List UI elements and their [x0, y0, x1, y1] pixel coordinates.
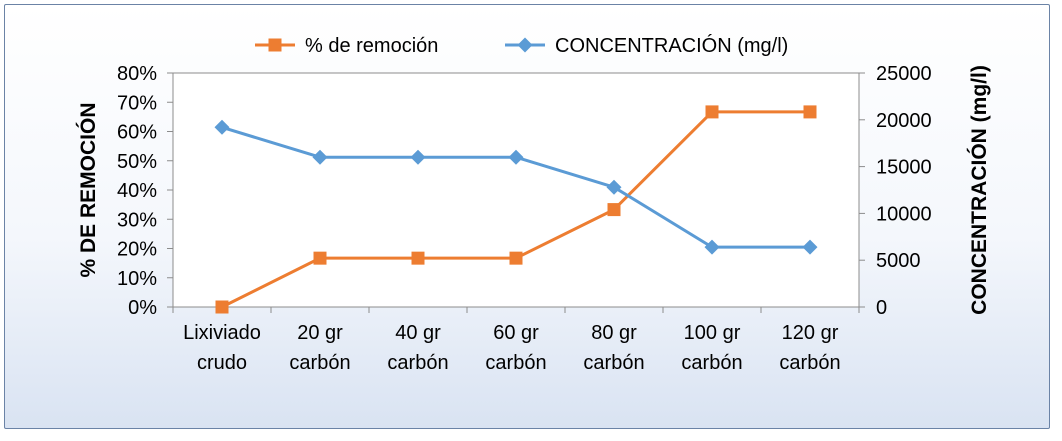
- left-axis-ticks: 0% 10% 20% 30% 40% 50% 60% 70% 80%: [117, 63, 173, 319]
- left-tick-label: 30%: [117, 209, 157, 231]
- series-point-1: [508, 149, 524, 165]
- x-tick-label: 60 gr carbón: [485, 322, 546, 374]
- series-point-1: [312, 149, 328, 165]
- series-point-0: [803, 105, 817, 119]
- legend-marker-0: [268, 38, 282, 52]
- right-tick-label: 10000: [876, 203, 932, 225]
- series-point-1: [410, 149, 426, 165]
- left-tick-label: 50%: [117, 151, 157, 173]
- chart-frame: % de remoción CONCENTRACIÓN (mg/l) 0% 10% 2…: [4, 4, 1050, 429]
- x-axis-ticks: Lixiviado crudo 20 gr carbón 40 gr carbón 60 g…: [172, 307, 860, 374]
- series-point-0: [411, 251, 425, 265]
- x-tick-label: 20 gr carbón: [289, 322, 350, 374]
- left-tick-label: 20%: [117, 239, 157, 261]
- right-tick-label: 20000: [876, 110, 932, 132]
- x-tick-label: 120 gr carbón: [779, 322, 840, 374]
- legend-marker-1: [517, 37, 533, 53]
- x-tick-label: 80 gr carbón: [583, 322, 644, 374]
- left-tick-label: 60%: [117, 122, 157, 144]
- series-layer: [214, 105, 818, 314]
- legend-label-1: CONCENTRACIÓN (mg/l): [555, 34, 788, 57]
- right-tick-label: 5000: [876, 250, 921, 272]
- series-point-0: [705, 105, 719, 119]
- series-point-1: [606, 179, 622, 195]
- series-point-0: [509, 251, 523, 265]
- right-axis-ticks: 0 5000 10000 15000 20000 25000: [859, 63, 932, 319]
- right-tick-label: 15000: [876, 157, 932, 179]
- x-tick-label: 100 gr carbón: [681, 322, 742, 374]
- right-axis-title: CONCENTRACIÓN (mg/l): [967, 65, 991, 315]
- legend-label-0: % de remoción: [305, 35, 438, 57]
- series-point-1: [214, 119, 230, 135]
- series-point-1: [704, 239, 720, 255]
- legend: % de remoción CONCENTRACIÓN (mg/l): [255, 34, 788, 57]
- series-point-0: [215, 300, 229, 314]
- left-tick-label: 10%: [117, 268, 157, 290]
- plot-area: [172, 72, 860, 308]
- right-tick-label: 0: [876, 297, 887, 319]
- series-point-0: [607, 203, 621, 217]
- left-tick-label: 70%: [117, 92, 157, 114]
- x-tick-label: Lixiviado crudo: [183, 322, 261, 374]
- left-tick-label: 40%: [117, 180, 157, 202]
- x-tick-label: 40 gr carbón: [387, 322, 448, 374]
- chart-svg: % de remoción CONCENTRACIÓN (mg/l) 0% 10% 2…: [76, 34, 991, 374]
- series-point-1: [802, 239, 818, 255]
- left-tick-label: 0%: [128, 297, 157, 319]
- series-point-0: [313, 251, 327, 265]
- right-tick-label: 25000: [876, 63, 932, 85]
- left-axis-title: % DE REMOCIÓN: [76, 102, 100, 277]
- left-tick-label: 80%: [117, 63, 157, 85]
